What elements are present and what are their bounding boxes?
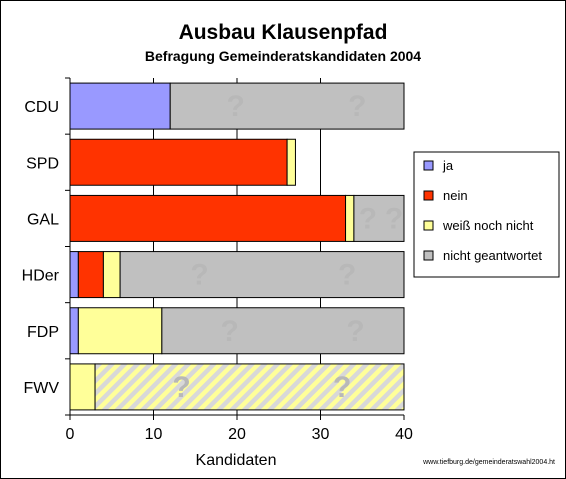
bar-segment xyxy=(286,138,296,186)
x-tick-label: 40 xyxy=(395,426,413,443)
bar-segment xyxy=(77,251,104,299)
category-label: GAL xyxy=(27,211,59,228)
unanswered-marker: ? xyxy=(172,371,190,404)
bar-segment xyxy=(69,363,96,411)
plot-area: ? ? CDU SPD? ? GAL? ? HDer? ? FDP? ? FWV 0 10 20 30 40 xyxy=(22,77,413,443)
unanswered-marker: ? xyxy=(359,202,377,235)
bar-segment xyxy=(102,251,121,299)
bar-segment xyxy=(77,307,163,355)
legend-box xyxy=(413,151,560,278)
legend-label: weiß noch nicht xyxy=(442,218,534,233)
chart-subtitle: Befragung Gemeinderatskandidaten 2004 xyxy=(145,48,421,64)
legend-swatch xyxy=(423,250,434,261)
x-tick-label: 20 xyxy=(228,426,246,443)
legend-label: nicht geantwortet xyxy=(443,248,542,263)
bar-segment xyxy=(69,251,79,299)
bar-segment xyxy=(345,194,355,242)
x-tick-label: 10 xyxy=(145,426,163,443)
unanswered-marker: ? xyxy=(333,371,351,404)
unanswered-marker: ? xyxy=(226,90,244,123)
category-label: FDP xyxy=(27,324,59,341)
unanswered-marker: ? xyxy=(346,315,364,348)
x-tick-label: 0 xyxy=(66,426,75,443)
bar-segment xyxy=(353,194,405,242)
legend-swatch xyxy=(423,160,434,171)
category-label: CDU xyxy=(24,99,59,116)
category-label: HDer xyxy=(22,268,60,285)
bar-segment xyxy=(169,82,405,130)
bar-segment xyxy=(161,307,405,355)
legend-swatch xyxy=(423,220,434,231)
chart-title: Ausbau Klausenpfad xyxy=(179,21,388,44)
legend-label: nein xyxy=(443,188,468,203)
unanswered-marker: ? xyxy=(190,259,208,292)
legend-swatch xyxy=(423,190,434,201)
unanswered-marker: ? xyxy=(385,202,403,235)
unanswered-marker: ? xyxy=(338,259,356,292)
unanswered-marker: ? xyxy=(348,90,366,123)
bar-segment xyxy=(94,363,405,411)
bar-segment xyxy=(69,307,79,355)
bar-segment xyxy=(119,251,405,299)
bar-segment xyxy=(69,82,171,130)
bar-segment xyxy=(69,138,288,186)
bar-segment xyxy=(69,194,347,242)
category-label: SPD xyxy=(26,155,59,172)
unanswered-marker: ? xyxy=(220,315,238,348)
category-label: FWV xyxy=(23,380,59,397)
source-url: www.tiefburg.de/gemeinderatswahl2004.ht xyxy=(422,459,555,466)
x-tick-label: 30 xyxy=(312,426,330,443)
x-axis-title: Kandidaten xyxy=(196,452,277,469)
legend-label: ja xyxy=(442,158,454,173)
legend: ja nein weiß noch nicht nicht geantwortet xyxy=(413,151,560,278)
